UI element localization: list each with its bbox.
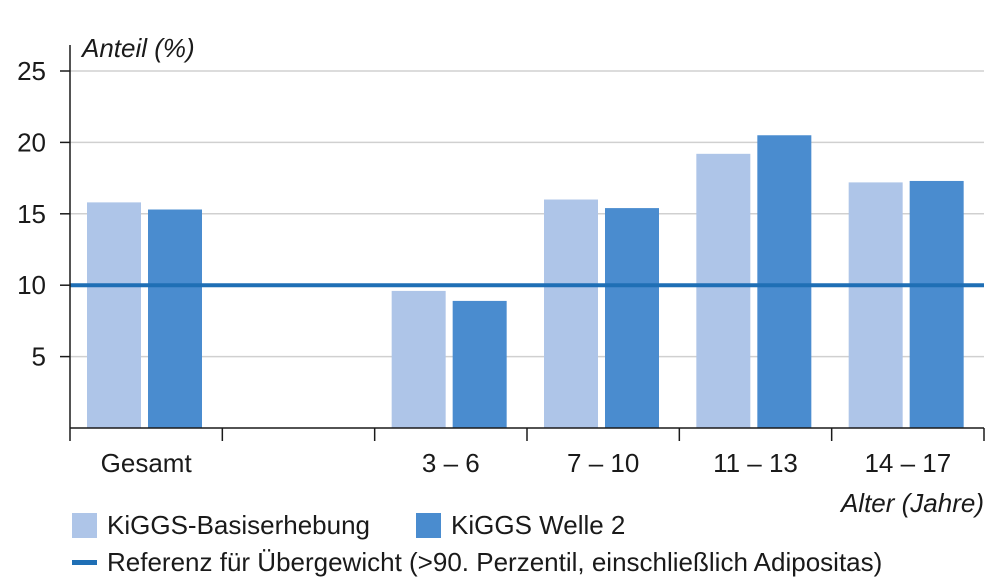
x-tick-label: 7 – 10 — [567, 448, 639, 478]
gridlines — [70, 71, 984, 357]
bar-baseline — [392, 291, 446, 428]
x-axis-title: Alter (Jahre) — [839, 488, 984, 518]
bar-baseline — [544, 200, 598, 428]
legend-swatch-wave2 — [416, 513, 441, 538]
bar-baseline — [87, 202, 141, 428]
x-tick-label: 11 – 13 — [713, 448, 798, 478]
x-tick-label: Gesamt — [101, 448, 193, 478]
legend-swatch-baseline — [72, 513, 97, 538]
legend-reference: Referenz für Übergewicht (>90. Perzentil… — [72, 547, 882, 578]
legend-item-wave2: KiGGS Welle 2 — [416, 510, 625, 541]
legend-label-wave2: KiGGS Welle 2 — [451, 510, 625, 541]
bar-wave2 — [605, 208, 659, 428]
x-tick-label: 14 – 17 — [864, 448, 951, 478]
x-tick-label: 3 – 6 — [422, 448, 480, 478]
y-tick-label: 5 — [32, 342, 46, 372]
y-tick-label: 25 — [17, 56, 46, 86]
legend-item-baseline: KiGGS-Basiserhebung — [72, 510, 370, 541]
bar-baseline — [696, 154, 750, 428]
y-axis-title: Anteil (%) — [80, 33, 195, 63]
bar-baseline — [849, 182, 903, 428]
legend-label-baseline: KiGGS-Basiserhebung — [107, 510, 370, 541]
bar-wave2 — [148, 210, 202, 428]
bar-wave2 — [910, 181, 964, 428]
bars — [87, 135, 964, 428]
bar-wave2 — [757, 135, 811, 428]
bar-wave2 — [453, 301, 507, 428]
legend-swatch-reference — [72, 560, 97, 565]
y-tick-label: 10 — [17, 270, 46, 300]
y-tick-label: 15 — [17, 199, 46, 229]
y-tick-label: 20 — [17, 127, 46, 157]
legend-bars: KiGGS-Basiserhebung KiGGS Welle 2 — [72, 510, 671, 541]
legend-label-reference: Referenz für Übergewicht (>90. Perzentil… — [107, 547, 882, 578]
